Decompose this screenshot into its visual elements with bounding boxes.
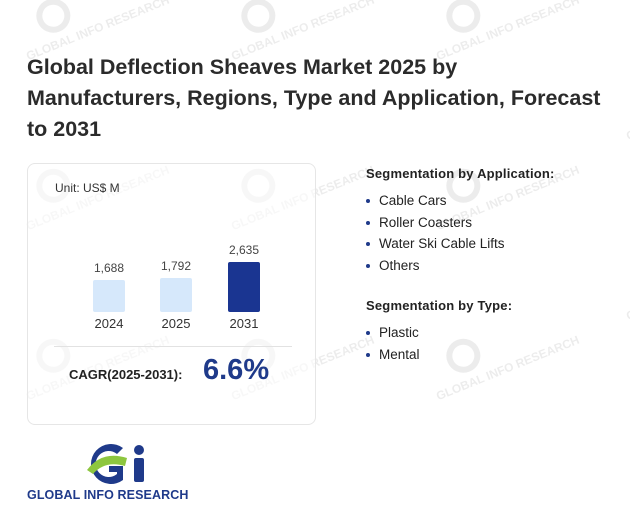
list-item-label: Others <box>379 257 420 273</box>
x-tick-label: 2025 <box>162 316 191 331</box>
list-item: Mental <box>366 344 512 366</box>
svg-text:GLOBAL INFO RESEARCH: GLOBAL INFO RESEARCH <box>624 253 630 323</box>
cagr-value: 6.6% <box>203 354 270 386</box>
segmentation-type-list: Plastic Mental <box>366 322 512 365</box>
bullet-icon <box>366 199 370 203</box>
data-label: 1,792 <box>161 259 191 273</box>
segmentation-type: Segmentation by Type: Plastic Mental <box>366 298 512 365</box>
bar-2024 <box>93 279 125 312</box>
list-item: Roller Coasters <box>366 212 555 234</box>
list-item-label: Cable Cars <box>379 193 447 208</box>
segmentation-application-title: Segmentation by Application: <box>366 166 555 181</box>
bullet-icon <box>366 263 370 268</box>
list-item: Others <box>366 255 555 277</box>
page-title: Global Deflection Sheaves Market 2025 by… <box>27 55 601 141</box>
bar-2025 <box>160 277 192 312</box>
segmentation-type-title: Segmentation by Type: <box>366 298 513 313</box>
divider <box>54 346 292 347</box>
bullet-icon <box>366 242 370 246</box>
list-item: Cable Cars <box>366 190 555 212</box>
segmentation-application-list: Cable Cars Roller Coasters Water Ski Cab… <box>366 190 555 276</box>
bullet-icon <box>366 331 370 335</box>
watermark: GLOBAL INFO RESEARCH <box>624 253 630 323</box>
bullet-icon <box>366 220 370 225</box>
x-tick-label: 2024 <box>95 316 124 331</box>
list-item-label: Plastic <box>379 325 419 340</box>
gi-logo-icon <box>87 444 144 484</box>
list-item: Plastic <box>366 322 512 344</box>
bar-2031 <box>228 262 260 312</box>
x-tick-label: 2031 <box>230 316 259 331</box>
data-label: 2,635 <box>229 243 259 257</box>
unit-label: Unit: US$ M <box>55 181 120 195</box>
cagr-label: CAGR(2025-2031): <box>69 367 183 382</box>
company-logo: GLOBAL INFO RESEARCH <box>27 440 212 510</box>
list-item: Water Ski Cable Lifts <box>366 233 555 255</box>
logo-text: GLOBAL INFO RESEARCH <box>27 488 189 502</box>
segmentation-application: Segmentation by Application: Cable Cars … <box>366 166 555 276</box>
data-label: 1,688 <box>94 261 124 275</box>
list-item-label: Water Ski Cable Lifts <box>379 236 505 251</box>
bar-chart: 1,688 2024 1,792 2025 2,635 2031 <box>93 243 260 331</box>
list-item-label: Mental <box>379 346 420 362</box>
chart-card: Unit: US$ M 1,688 2024 1,792 2025 2,635 2031 … <box>27 163 316 425</box>
list-item-label: Roller Coasters <box>379 214 473 230</box>
bullet-icon <box>366 352 370 357</box>
svg-text:GLOBAL INFO RESEARCH: GLOBAL INFO RESEARCH <box>624 73 630 143</box>
